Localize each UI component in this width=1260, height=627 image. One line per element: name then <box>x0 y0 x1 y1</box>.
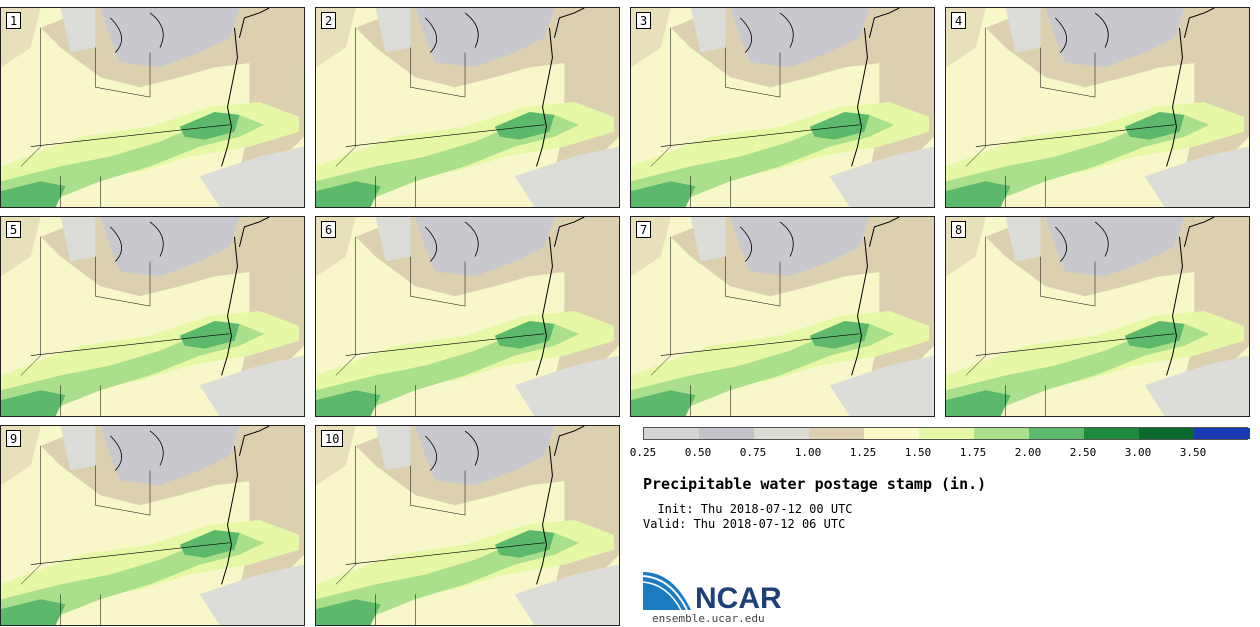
colorbar-tick-label: 0.25 <box>629 446 657 459</box>
colorbar-tick-label: 1.75 <box>959 446 987 459</box>
ncar-logo-text: NCAR <box>695 582 782 615</box>
colorbar-segment <box>644 428 700 439</box>
colorbar-segment <box>864 428 920 439</box>
colorbar-tick-label: 2.50 <box>1069 446 1097 459</box>
chart-title: Precipitable water postage stamp (in.) <box>643 475 987 493</box>
panel-member-label: 10 <box>321 430 344 447</box>
panel-member-label: 4 <box>951 12 967 29</box>
panel-member-label: 9 <box>6 430 22 447</box>
colorbar-tick-label: 3.00 <box>1124 446 1152 459</box>
panel-member-label: 7 <box>636 221 652 238</box>
colorbar-tick-label: 1.25 <box>849 446 877 459</box>
map-panel: 7 <box>630 216 935 417</box>
colorbar-segment <box>699 428 755 439</box>
panel-member-label: 2 <box>321 12 337 29</box>
map-panel: 10 <box>315 425 620 626</box>
colorbar-segment <box>1084 428 1140 439</box>
panel-member-label: 6 <box>321 221 337 238</box>
colorbar-segment <box>1194 428 1250 439</box>
map-panel: 5 <box>0 216 305 417</box>
map-panel: 8 <box>945 216 1250 417</box>
map-panel: 6 <box>315 216 620 417</box>
valid-time: Valid: Thu 2018-07-12 06 UTC <box>643 517 846 531</box>
map-panel: 3 <box>630 7 935 208</box>
panel-member-label: 1 <box>6 12 22 29</box>
colorbar-segment <box>1139 428 1195 439</box>
colorbar-segment <box>919 428 975 439</box>
colorbar-segment <box>809 428 865 439</box>
ncar-logo: NCAR <box>643 572 782 615</box>
init-time: Init: Thu 2018-07-12 00 UTC <box>643 502 853 516</box>
map-panel: 4 <box>945 7 1250 208</box>
map-panel: 9 <box>0 425 305 626</box>
site-url: ensemble.ucar.edu <box>652 612 765 625</box>
colorbar-segment <box>754 428 810 439</box>
panel-member-label: 3 <box>636 12 652 29</box>
panel-member-label: 8 <box>951 221 967 238</box>
colorbar-tick-label: 3.50 <box>1179 446 1207 459</box>
colorbar-tick-label: 0.50 <box>684 446 712 459</box>
map-panel: 1 <box>0 7 305 208</box>
colorbar-tick-label: 2.00 <box>1014 446 1042 459</box>
map-panel: 2 <box>315 7 620 208</box>
colorbar <box>643 427 1250 440</box>
panel-member-label: 5 <box>6 221 22 238</box>
colorbar-segment <box>974 428 1030 439</box>
colorbar-tick-label: 1.50 <box>904 446 932 459</box>
colorbar-tick-label: 1.00 <box>794 446 822 459</box>
colorbar-tick-label: 0.75 <box>739 446 767 459</box>
colorbar-segment <box>1029 428 1085 439</box>
